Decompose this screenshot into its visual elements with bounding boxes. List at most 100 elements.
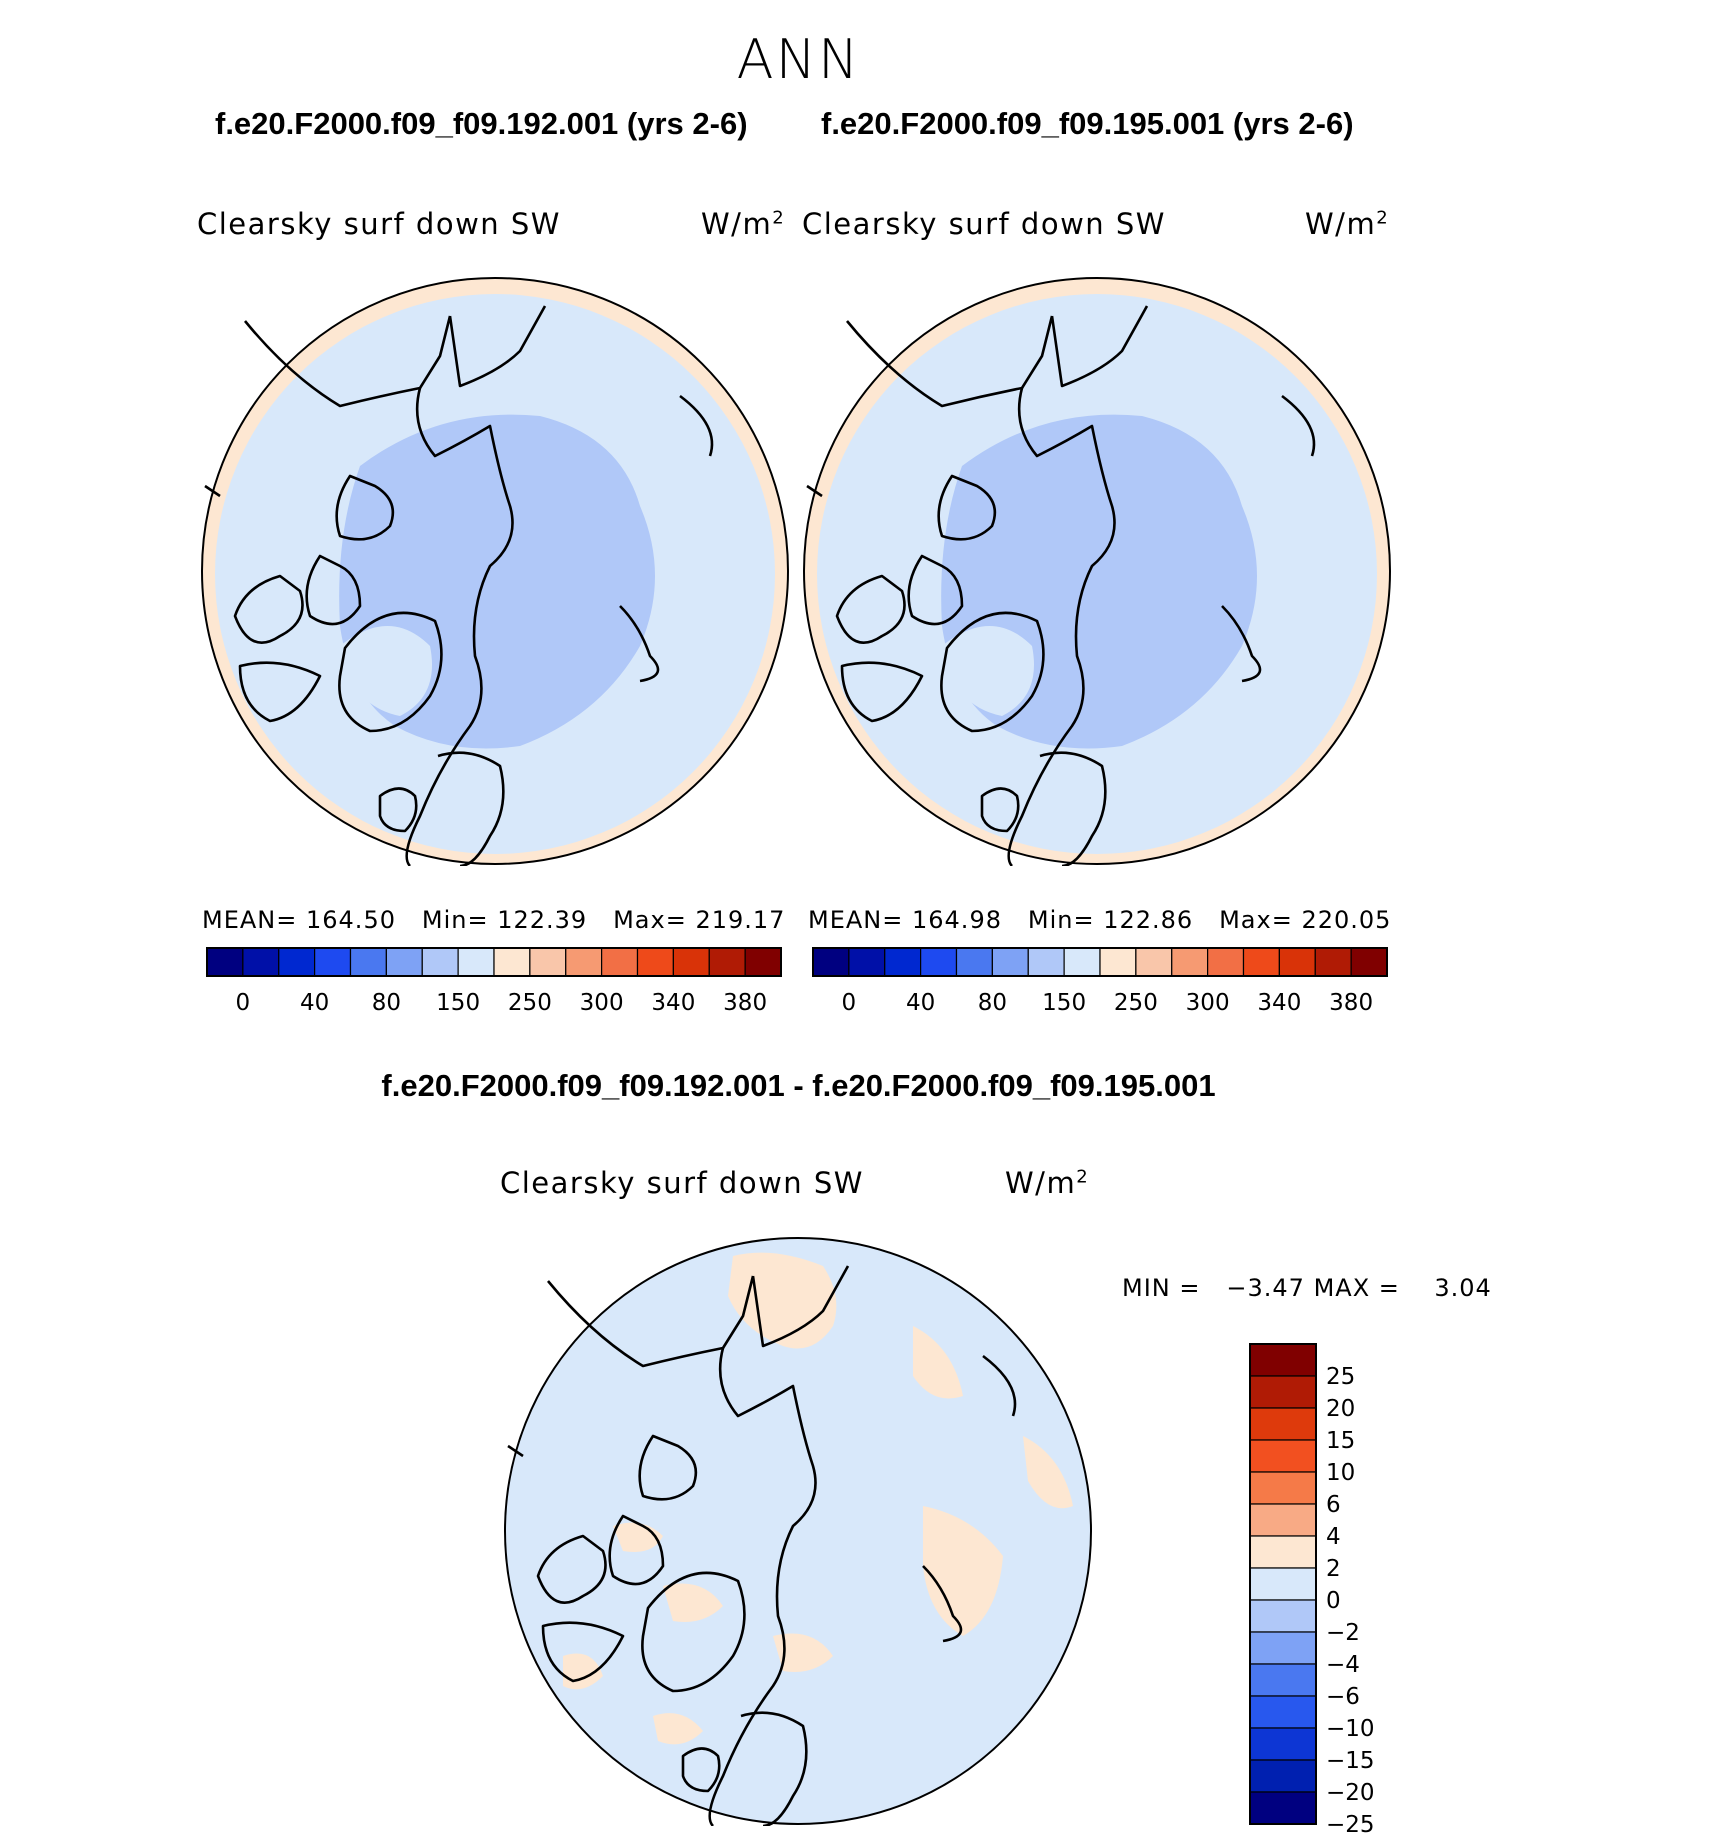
left-stats: MEAN= 164.50 Min= 122.39 Max= 219.17: [202, 906, 786, 934]
colorbar-tick-label: 0: [842, 990, 857, 1016]
colorbar-swatch: [1249, 1727, 1317, 1761]
colorbar-swatch: [1249, 1759, 1317, 1793]
colorbar-tick-label: 20: [1326, 1396, 1355, 1422]
colorbar-tick-label: 300: [1186, 990, 1230, 1016]
colorbar-swatch: [1027, 947, 1065, 977]
colorbar-tick-label: 300: [580, 990, 624, 1016]
colorbar-swatch: [1278, 947, 1316, 977]
colorbar-swatch: [206, 947, 244, 977]
left-polar-map: [201, 277, 789, 866]
right-variable-label: Clearsky surf down SW: [802, 207, 1166, 241]
colorbar-swatch: [457, 947, 495, 977]
colorbar-tick-label: 80: [978, 990, 1007, 1016]
greenland-pale-fill: [340, 626, 432, 716]
difference-polar-map: [504, 1237, 1092, 1826]
colorbar-swatch: [242, 947, 280, 977]
colorbar-swatch: [529, 947, 567, 977]
colorbar-tick-label: 340: [651, 990, 695, 1016]
colorbar-swatch: [1242, 947, 1280, 977]
colorbar-swatch: [1249, 1663, 1317, 1697]
left-variable-label: Clearsky surf down SW: [197, 207, 561, 241]
warm-anomaly-patch: [583, 1253, 643, 1290]
colorbar-tick-label: 6: [1326, 1492, 1341, 1518]
warm-anomaly-patch: [773, 1633, 833, 1672]
colorbar-tick-label: 380: [1329, 990, 1373, 1016]
colorbar-swatch: [601, 947, 639, 977]
right-case-title: f.e20.F2000.f09_f09.195.001 (yrs 2-6): [821, 106, 1354, 141]
warm-anomaly-patch: [923, 1506, 1003, 1636]
colorbar-tick-label: 4: [1326, 1524, 1341, 1550]
colorbar-swatch: [1350, 947, 1388, 977]
colorbar-swatch: [848, 947, 886, 977]
colorbar-swatch: [1135, 947, 1173, 977]
coastlines: [806, 305, 1316, 866]
colorbar-swatch: [955, 947, 993, 977]
colorbar-swatch: [636, 947, 674, 977]
colorbar-swatch: [1207, 947, 1245, 977]
colorbar-swatch: [1249, 1695, 1317, 1729]
colorbar-tick-label: 15: [1326, 1428, 1355, 1454]
right-colorbar: 0 40 80 150 250 300 340 380: [812, 947, 1388, 1016]
colorbar-tick-label: 380: [723, 990, 767, 1016]
left-case-title: f.e20.F2000.f09_f09.192.001 (yrs 2-6): [215, 106, 748, 141]
colorbar-swatch: [1249, 1599, 1317, 1633]
map-boundary-circle: [504, 1237, 1092, 1825]
colorbar-swatch: [1249, 1439, 1317, 1473]
right-units-label: W/m2: [1305, 207, 1390, 241]
colorbar-swatch: [1249, 1375, 1317, 1409]
colorbar-swatch: [1249, 1471, 1317, 1505]
colorbar-tick-label: 0: [1326, 1588, 1341, 1614]
colorbar-swatch: [493, 947, 531, 977]
colorbar-swatch: [1249, 1407, 1317, 1441]
colorbar-tick-label: 250: [508, 990, 552, 1016]
left-units-label: W/m2: [701, 207, 786, 241]
colorbar-tick-label: 25: [1326, 1364, 1355, 1390]
colorbar-swatch: [1249, 1631, 1317, 1665]
colorbar-tick-label: 80: [372, 990, 401, 1016]
colorbar-tick-label: −10: [1326, 1716, 1375, 1742]
colorbar-tick-label: 2: [1326, 1556, 1341, 1582]
colorbar-swatch: [1171, 947, 1209, 977]
warm-anomaly-patch: [1023, 1436, 1073, 1509]
warm-anomaly-patch: [913, 1326, 963, 1399]
colorbar-swatch: [1249, 1567, 1317, 1601]
colorbar-tick-label: −4: [1326, 1652, 1360, 1678]
colorbar-swatch: [421, 947, 459, 977]
right-polar-map: [803, 277, 1391, 866]
colorbar-tick-label: 250: [1114, 990, 1158, 1016]
colorbar-tick-label: 150: [1042, 990, 1086, 1016]
colorbar-tick-label: 10: [1326, 1460, 1355, 1486]
colorbar-swatch: [1249, 1503, 1317, 1537]
colorbar-swatch: [1099, 947, 1137, 977]
colorbar-swatch: [744, 947, 782, 977]
warm-anomaly-patch: [663, 1583, 723, 1622]
colorbar-tick-label: 340: [1257, 990, 1301, 1016]
colorbar-tick-label: 40: [906, 990, 935, 1016]
colorbar-swatch: [565, 947, 603, 977]
colorbar-swatch: [385, 947, 423, 977]
colorbar-tick-label: −15: [1326, 1748, 1375, 1774]
left-colorbar: 0 40 80 150 250 300 340 380: [206, 947, 782, 1016]
colorbar-swatch: [314, 947, 352, 977]
page-title: ANN: [736, 28, 861, 91]
map-boundary-circle: [803, 277, 1391, 865]
colorbar-swatch: [1063, 947, 1101, 977]
colorbar-swatch: [349, 947, 387, 977]
colorbar-swatch: [1314, 947, 1352, 977]
colorbar-tick-label: −2: [1326, 1620, 1360, 1646]
diff-units-label: W/m2: [1005, 1166, 1090, 1200]
colorbar-swatch: [672, 947, 710, 977]
greenland-pale-fill: [942, 626, 1034, 716]
colorbar-swatch: [884, 947, 922, 977]
colorbar-swatch: [1249, 1343, 1317, 1377]
colorbar-swatch: [278, 947, 316, 977]
difference-title: f.e20.F2000.f09_f09.192.001 - f.e20.F200…: [381, 1068, 1216, 1103]
coastlines: [204, 305, 714, 866]
diff-min-max: MIN = −3.47 MAX = 3.04: [1122, 1274, 1492, 1302]
colorbar-swatch: [991, 947, 1029, 977]
colorbar-swatch: [920, 947, 958, 977]
colorbar-tick-label: 40: [300, 990, 329, 1016]
warm-anomaly-patch: [728, 1252, 837, 1349]
colorbar-swatch: [1249, 1791, 1317, 1825]
diff-variable-label: Clearsky surf down SW: [500, 1166, 864, 1200]
